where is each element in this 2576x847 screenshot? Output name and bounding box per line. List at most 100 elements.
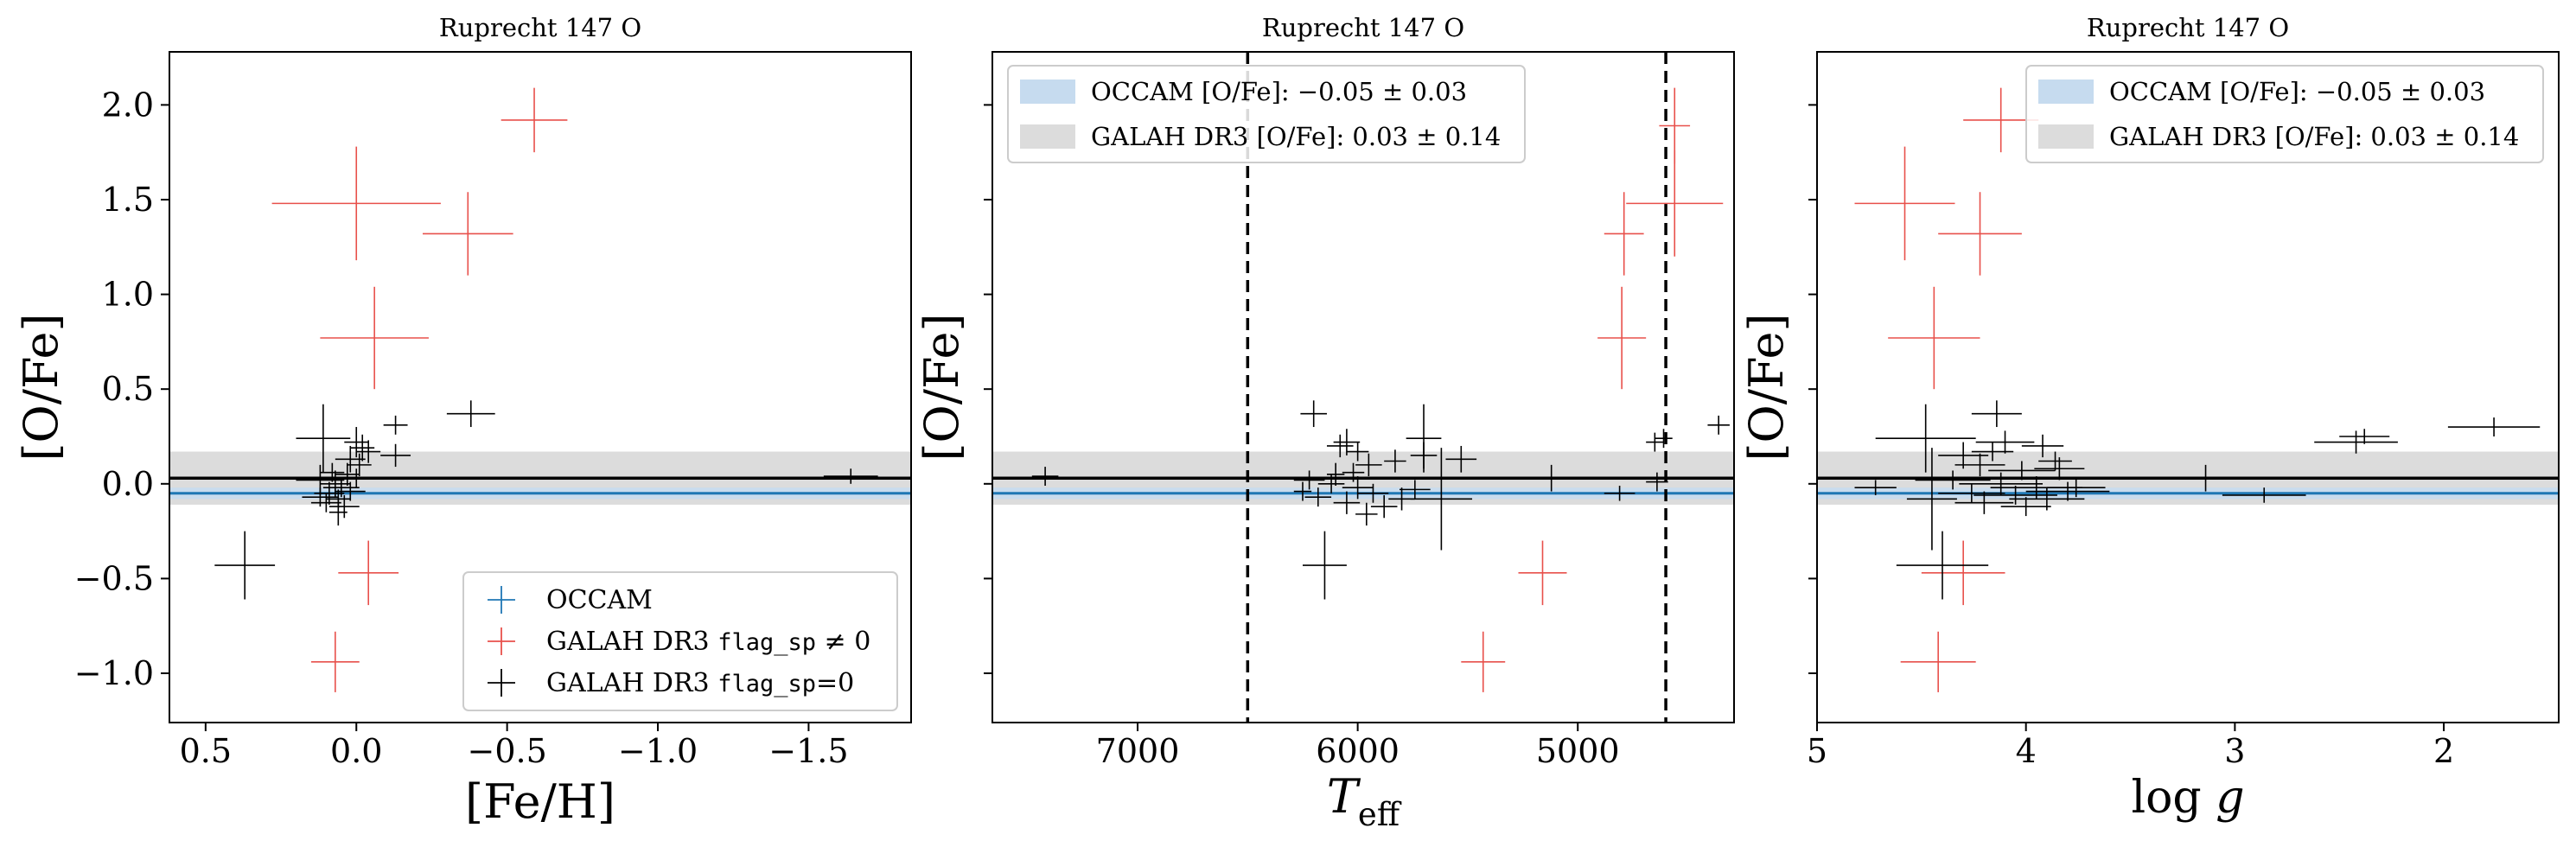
data-point (2046, 478, 2106, 498)
data-point (1971, 442, 2014, 462)
data-point (1971, 400, 2022, 428)
data-point (422, 192, 513, 276)
legend-swatch (2038, 80, 2094, 104)
plot-area (992, 52, 1734, 723)
y-tick-label: −1.0 (74, 654, 154, 692)
axes-frame (169, 51, 912, 723)
legend-box (1007, 65, 1526, 163)
data-point (1370, 494, 1398, 519)
data-point (2339, 429, 2390, 444)
data-point (1959, 472, 2044, 495)
data-point (344, 468, 369, 488)
x-axis-label: [Fe/H] (465, 774, 615, 829)
x-tick-label: 2 (2433, 732, 2454, 770)
data-point (1031, 467, 1059, 486)
data-point (2164, 464, 2248, 492)
data-point (1355, 453, 1382, 477)
data-point (1300, 400, 1327, 428)
data-point (350, 434, 375, 462)
data-point (1333, 491, 1361, 514)
data-point (1357, 483, 1389, 503)
data-point (1302, 531, 1347, 600)
data-point (1854, 146, 1955, 261)
y-axis-label: [O/Fe] (915, 313, 969, 461)
data-point (1954, 453, 2005, 477)
data-point (1384, 449, 1406, 473)
x-tick-label: 3 (2224, 732, 2245, 770)
plot-area (1817, 87, 2559, 692)
data-point (335, 481, 366, 501)
data-point (1342, 476, 1374, 500)
data-point (1707, 415, 1730, 435)
legend-swatch (1020, 124, 1075, 149)
data-point (1655, 429, 1673, 449)
legend-label: GALAH DR3 flag_sp ≠ 0 (546, 627, 870, 657)
legend: OCCAM [O/Fe]: −0.05 ± 0.03 GALAH DR3 [O/F… (2025, 65, 2544, 163)
data-point (1293, 481, 1312, 501)
legend-box (2025, 65, 2544, 163)
legend-label: OCCAM (546, 585, 653, 615)
legend: OCCAM [O/Fe]: −0.05 ± 0.03 GALAH DR3 [O/F… (1007, 65, 1526, 163)
y-tick-label: 0.5 (102, 370, 154, 408)
data-point (2038, 451, 2072, 471)
data-point (1975, 430, 2035, 454)
x-tick-label: 0.5 (180, 732, 232, 770)
y-tick-label: 2.0 (102, 86, 154, 124)
panel-3: 5 4 3 2 Ruprecht 147 O log g [O/Fe] OCCAM [O/Fe… (1739, 13, 2560, 824)
data-point (1921, 540, 2005, 606)
x-axis-label: Teff (1327, 769, 1402, 833)
legend-label: GALAH DR3 flag_sp=0 (546, 668, 854, 698)
data-point (1906, 448, 1957, 551)
legend-swatch (1020, 80, 1075, 104)
data-point (1317, 474, 1345, 494)
legend-label: OCCAM [O/Fe]: −0.05 ± 0.03 (1091, 77, 1467, 106)
x-tick-label: 0.0 (330, 732, 382, 770)
data-point (2000, 497, 2051, 517)
data-point (1410, 442, 1438, 469)
panel-1: 0.5 0.0 −0.5 −1.0 −1.5 2.0 1.5 1.0 0.5 0.0 −0.5 −1.… (14, 13, 912, 829)
data-point (1326, 462, 1345, 486)
legend-label: GALAH DR3 [O/Fe]: 0.03 ± 0.14 (2109, 122, 2519, 151)
data-point (1973, 485, 2057, 505)
data-point (446, 400, 495, 428)
data-point (1461, 631, 1506, 692)
data-point (1342, 462, 1365, 482)
data-point (1915, 470, 1991, 490)
x-tick-label: 4 (2016, 732, 2037, 770)
x-tick-label: 5000 (1536, 732, 1620, 770)
data-point (1626, 150, 1724, 257)
x-tick-label: −1.5 (768, 732, 848, 770)
legend-swatch (2038, 124, 2094, 149)
data-point (335, 445, 366, 473)
data-point (1410, 448, 1473, 551)
data-point (1888, 286, 1980, 390)
axes-frame (992, 51, 1735, 723)
data-point (1604, 485, 1636, 501)
legend-label: OCCAM [O/Fe]: −0.05 ± 0.03 (2109, 77, 2485, 106)
data-point (320, 462, 345, 482)
data-point (1896, 531, 1989, 600)
y-axis-label: [O/Fe] (1739, 313, 1794, 461)
legend: OCCAM GALAH DR3 flag_sp ≠ 0 GALAH DR3 flag… (462, 571, 898, 711)
y-tick-label: 1.0 (102, 276, 154, 314)
data-point (1938, 192, 2022, 276)
data-point (1988, 461, 2056, 481)
data-point (1597, 286, 1647, 390)
legend-box (462, 571, 898, 711)
data-point (1527, 464, 1576, 492)
data-point (1355, 502, 1378, 526)
data-point (1304, 487, 1332, 507)
x-tick-label: 6000 (1316, 732, 1400, 770)
data-point (1388, 487, 1415, 511)
data-point (214, 531, 276, 600)
data-point (2021, 434, 2064, 458)
x-tick-label: 5 (1807, 732, 1827, 770)
data-point (2025, 481, 2110, 501)
x-tick-label: −0.5 (467, 732, 546, 770)
data-point (338, 540, 399, 606)
data-point (1326, 434, 1354, 458)
data-point (1646, 472, 1668, 492)
data-point (335, 462, 360, 486)
axes-frame (1816, 51, 2560, 723)
data-point (1900, 631, 1976, 692)
